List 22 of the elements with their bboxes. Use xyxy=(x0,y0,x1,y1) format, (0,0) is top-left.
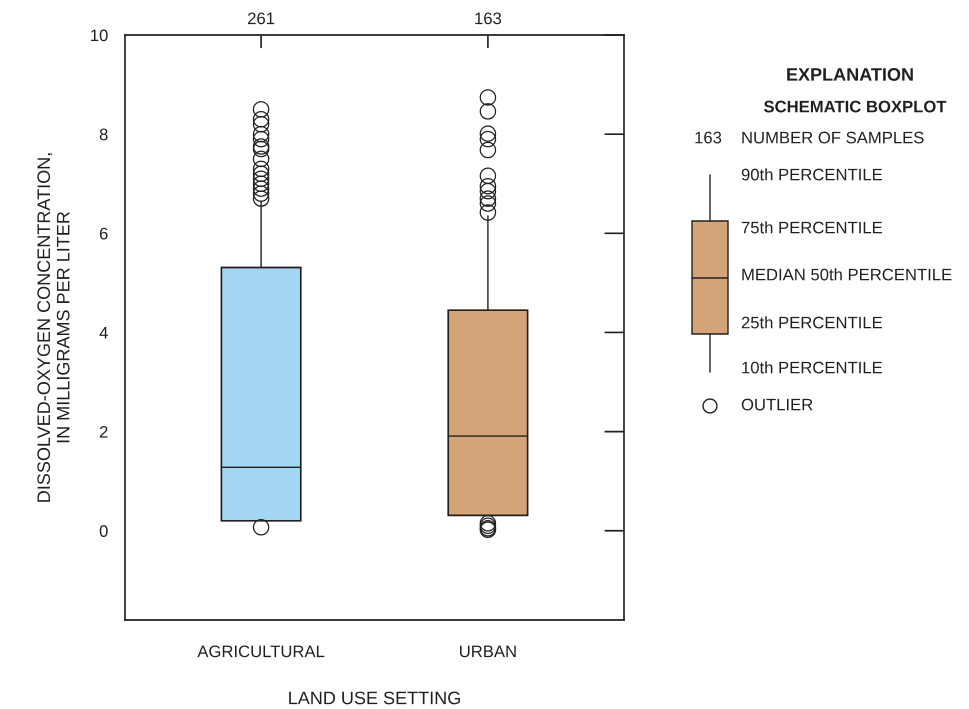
annotation: 163 xyxy=(475,12,502,24)
x-tick-label: AGRICULTURAL xyxy=(197,645,324,658)
text: 75th PERCENTILE xyxy=(742,221,882,234)
x-axis-title: LAND USE SETTING xyxy=(289,692,460,704)
legend-title: EXPLANATION xyxy=(787,68,913,81)
text: 25th PERCENTILE xyxy=(742,316,882,328)
text: SCHEMATIC BOXPLOT xyxy=(764,100,946,112)
y-tick-label: 6 xyxy=(100,228,108,240)
y-tick-label: 10 xyxy=(91,29,108,42)
text: NUMBER OF SAMPLES xyxy=(742,132,924,144)
y-tick-label: 0 xyxy=(100,525,108,537)
text: OUTLIER xyxy=(742,398,812,410)
text: 163 xyxy=(695,132,722,144)
y-tick-label: 8 xyxy=(100,128,108,140)
y-tick-label: 2 xyxy=(100,426,108,438)
x-tick-label: URBAN xyxy=(460,646,516,658)
text: 90th PERCENTILE xyxy=(742,168,882,180)
y-tick-label: 4 xyxy=(99,327,108,338)
text: MEDIAN 50th PERCENTILE xyxy=(742,268,952,280)
y-axis-title: DISSOLVED-OXYGEN CONCENTRATION, IN MILLIGRAMS PER LITER xyxy=(37,153,70,502)
text: 10th PERCENTILE xyxy=(742,361,882,374)
annotation: 261 xyxy=(248,12,274,24)
